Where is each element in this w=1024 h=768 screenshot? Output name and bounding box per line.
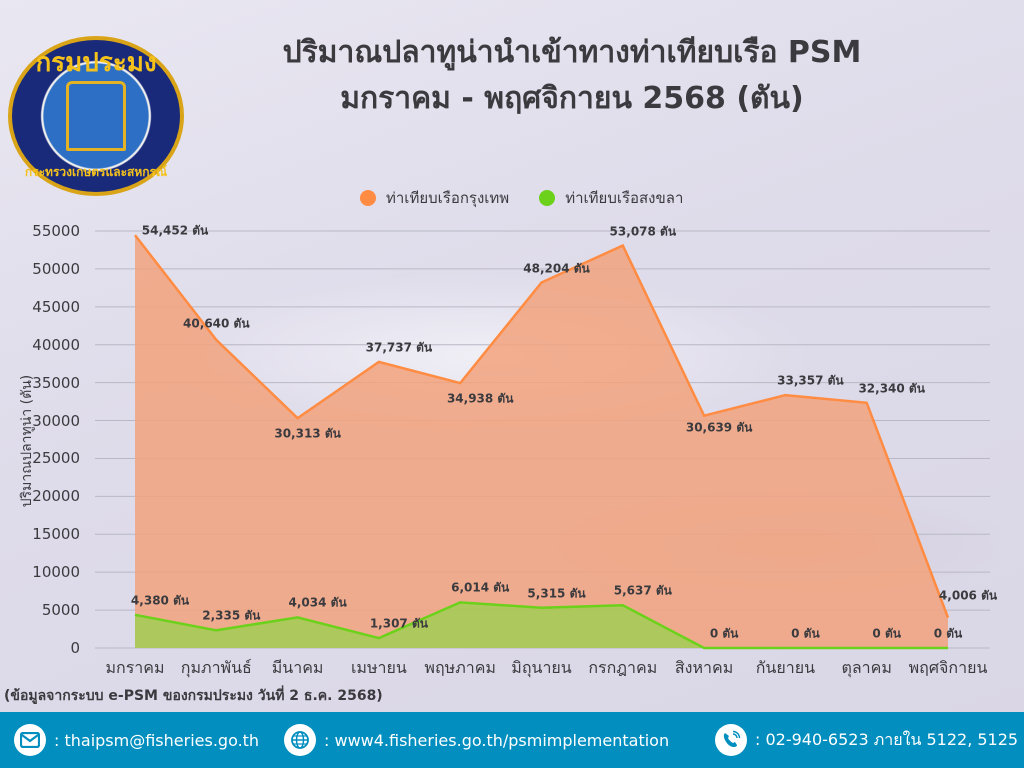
logo-text-bottom: กระทรวงเกษตรและสหกรณ์ — [24, 165, 168, 179]
data-label: 54,452 ตัน — [141, 223, 209, 238]
data-label: 1,307 ตัน — [369, 616, 428, 631]
logo-emblem — [66, 81, 126, 151]
legend-item-bangkok: ท่าเทียบเรือกรุงเทพ — [360, 186, 509, 210]
data-label: 48,204 ตัน — [523, 261, 590, 276]
y-tick-label: 40000 — [32, 335, 80, 354]
data-label: 5,637 ตัน — [613, 583, 672, 598]
y-tick-label: 55000 — [32, 222, 80, 240]
x-tick-label: มีนาคม — [271, 658, 324, 677]
title-line-2: มกราคม - พฤศจิกายน 2568 (ตัน) — [340, 81, 804, 116]
data-label: 40,640 ตัน — [183, 316, 250, 331]
data-label: 0 ตัน — [791, 626, 820, 641]
data-label: 37,737 ตัน — [365, 340, 433, 355]
logo-text-top: กรมประมง — [35, 48, 157, 78]
contact-footer: : thaipsm@fisheries.go.th : www4.fisheri… — [0, 712, 1024, 768]
y-tick-label: 20000 — [32, 487, 80, 506]
data-label: 0 ตัน — [933, 626, 963, 641]
legend-label-bangkok: ท่าเทียบเรือกรุงเทพ — [386, 189, 510, 207]
x-tick-label: กรกฎาคม — [588, 658, 658, 677]
x-tick-label: มิถุนายน — [511, 658, 572, 677]
phone-icon — [715, 724, 747, 756]
x-tick-label: สิงหาคม — [674, 658, 734, 677]
footer-email-text[interactable]: : thaipsm@fisheries.go.th — [54, 730, 260, 750]
envelope-icon — [14, 724, 46, 756]
legend-item-songkhla: ท่าเทียบเรือสงขลา — [539, 186, 683, 210]
data-label: 30,313 ตัน — [274, 426, 341, 441]
data-label: 30,639 ตัน — [685, 420, 753, 435]
y-tick-label: 35000 — [32, 373, 80, 392]
y-tick-label: 25000 — [32, 449, 80, 468]
chart-legend: ท่าเทียบเรือกรุงเทพ ท่าเทียบเรือสงขลา — [360, 186, 683, 210]
legend-dot-green-icon — [539, 190, 556, 206]
data-label: 33,357 ตัน — [777, 373, 844, 388]
footer-website-text[interactable]: : www4.fisheries.go.th/psmimplementation — [324, 730, 670, 750]
legend-label-songkhla: ท่าเทียบเรือสงขลา — [565, 189, 684, 207]
x-tick-label: พฤศจิกายน — [908, 658, 988, 677]
data-label: 4,006 ตัน — [938, 588, 998, 603]
data-label: 2,335 ตัน — [202, 608, 261, 623]
data-label: 4,380 ตัน — [130, 593, 190, 608]
series-area-0 — [135, 235, 948, 648]
title-line-1: ปริมาณปลาทูน่านำเข้าทางท่าเทียบเรือ PSM — [282, 35, 862, 70]
x-tick-label: กุมภาพันธ์ — [180, 658, 252, 677]
footer-phone: : 02-940-6523 ภายใน 5122, 5125 — [715, 724, 1018, 756]
y-tick-label: 0 — [70, 639, 80, 657]
data-label: 4,034 ตัน — [288, 595, 347, 610]
series-area-1 — [135, 602, 948, 648]
data-label: 53,078 ตัน — [609, 224, 677, 239]
globe-icon — [284, 724, 316, 756]
data-source-note: (ข้อมูลจากระบบ e-PSM ของกรมประมง วันที่ … — [4, 688, 383, 704]
footer-website: : www4.fisheries.go.th/psmimplementation — [284, 724, 669, 756]
y-tick-label: 45000 — [32, 297, 80, 316]
y-tick-label: 50000 — [32, 259, 80, 278]
legend-dot-orange-icon — [360, 190, 376, 206]
data-label: 0 ตัน — [872, 626, 901, 641]
data-label: 0 ตัน — [709, 626, 739, 641]
y-tick-label: 30000 — [32, 411, 80, 430]
y-tick-label: 10000 — [32, 563, 80, 582]
y-tick-label: 5000 — [41, 601, 80, 620]
data-label: 5,315 ตัน — [527, 586, 586, 601]
data-label: 32,340 ตัน — [858, 381, 925, 396]
y-tick-label: 15000 — [32, 525, 80, 544]
department-of-fisheries-logo: กรมประมง กระทรวงเกษตรและสหกรณ์ — [8, 36, 184, 196]
series-line-1 — [134, 601, 948, 650]
data-label: 34,938 ตัน — [446, 391, 514, 406]
footer-email: : thaipsm@fisheries.go.th — [14, 724, 259, 756]
x-tick-label: พฤษภาคม — [424, 658, 496, 677]
x-tick-label: ตุลาคม — [841, 658, 892, 677]
x-tick-label: เมษายน — [350, 658, 407, 677]
footer-phone-text[interactable]: : 02-940-6523 ภายใน 5122, 5125 — [755, 729, 1019, 749]
chart-title: ปริมาณปลาทูน่านำเข้าทางท่าเทียบเรือ PSM … — [200, 30, 944, 122]
series-line-0 — [134, 234, 950, 619]
x-tick-label: มกราคม — [105, 658, 165, 677]
data-label: 6,014 ตัน — [451, 580, 510, 595]
x-tick-label: กันยายน — [755, 658, 816, 677]
